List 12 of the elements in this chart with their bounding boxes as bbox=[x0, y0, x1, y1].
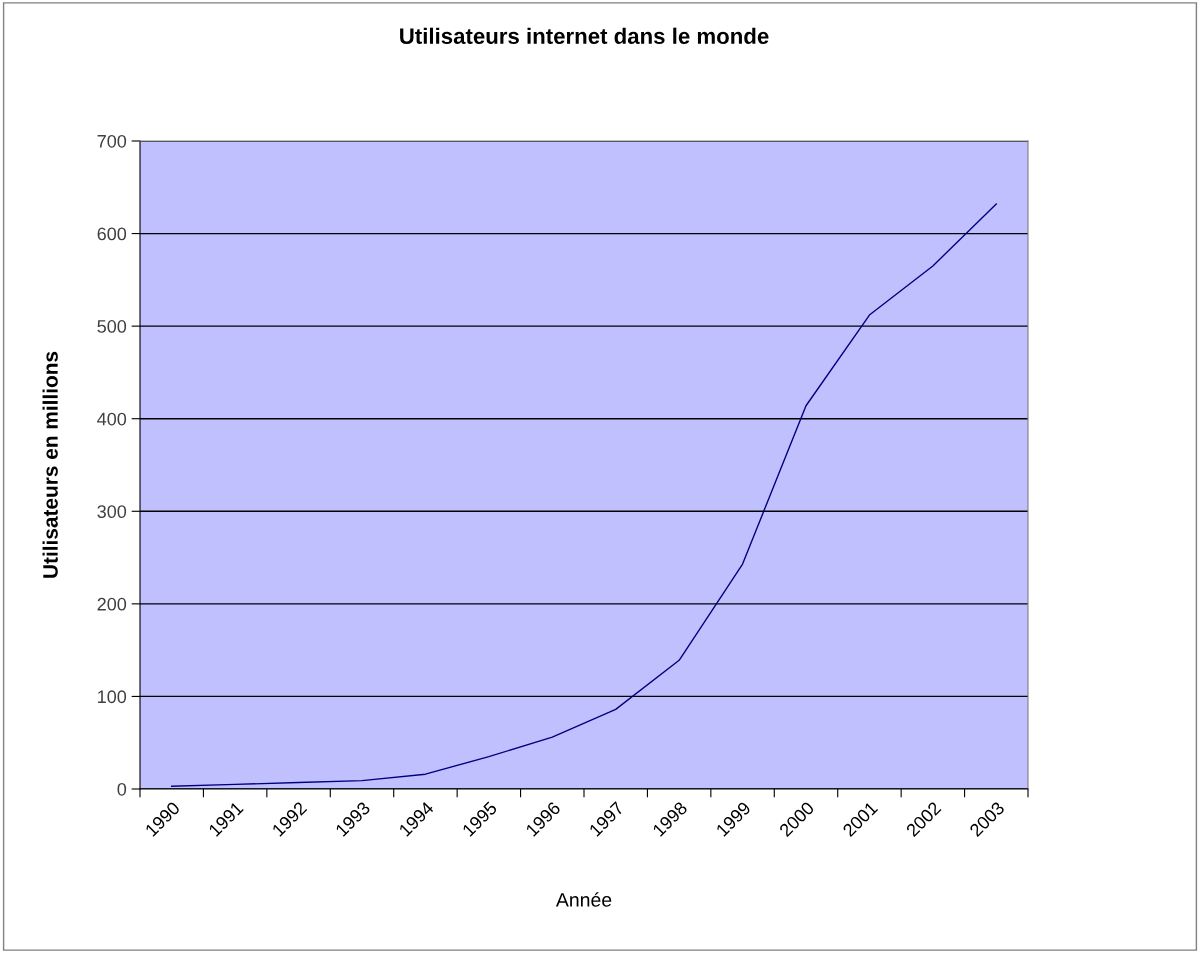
x-axis-title: Année bbox=[555, 892, 612, 907]
y-tick-label: 100 bbox=[98, 690, 127, 704]
y-tick-label: 0 bbox=[117, 782, 127, 796]
y-tick-label: 600 bbox=[97, 227, 127, 241]
y-tick-label: 700 bbox=[97, 134, 127, 148]
y-tick-label: 500 bbox=[97, 320, 127, 333]
y-tick-label: 400 bbox=[97, 412, 127, 426]
y-axis-title: Utilisateurs en millions bbox=[42, 351, 58, 578]
chart-title: Utilisateurs internet dans le monde bbox=[400, 27, 769, 44]
y-tick-label: 200 bbox=[97, 597, 127, 611]
line-series bbox=[171, 203, 997, 787]
y-tick-label: 300 bbox=[97, 505, 127, 519]
